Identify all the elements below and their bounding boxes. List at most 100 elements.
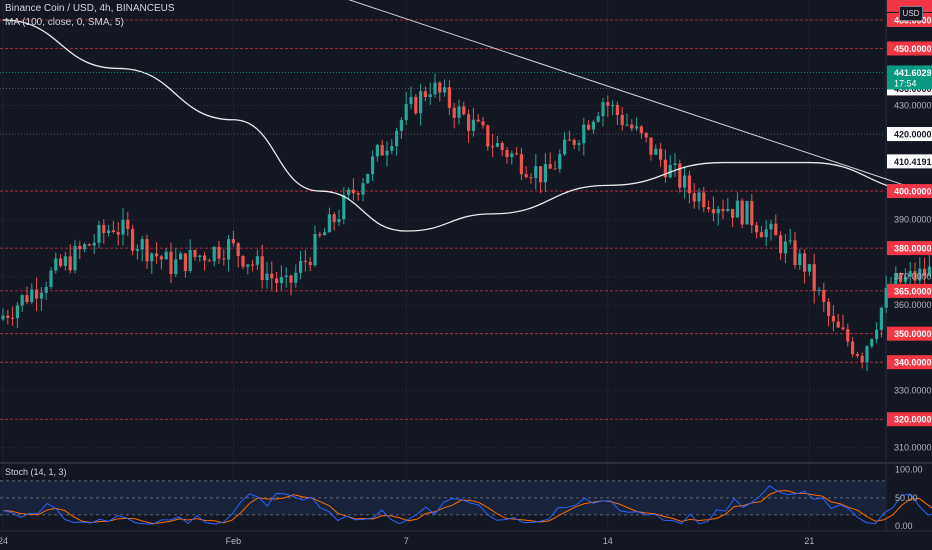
candlesticks [1,73,931,371]
symbol-title: Binance Coin / USD, 4h, BINANCEUS [5,3,175,14]
level-price-tag [887,283,932,298]
currency-button[interactable]: USD [899,6,923,21]
candle-body [553,168,557,170]
stoch-tick-label: 0.00 [895,521,913,531]
candle-body [193,250,197,258]
candle-body [596,116,600,122]
candle-body [457,106,461,118]
candle-body [409,96,413,105]
candle-body [567,139,571,141]
candle-body [327,214,331,233]
time-axis[interactable]: 24Feb71421Mar7142126Apr6 [0,536,932,546]
candle-body [865,346,869,363]
stoch-indicator-label[interactable]: Stoch (14, 1, 3) [5,467,67,477]
time-tick-label: 7 [404,536,409,546]
candle-body [121,219,125,235]
descending-trendline [348,0,932,195]
candle-body [707,207,711,210]
candle-body [731,208,735,218]
candle-body [404,104,408,120]
candle-body [870,339,874,347]
candle-body [587,124,591,130]
candle-body [73,245,77,271]
candle-body [855,354,859,356]
candle-body [313,234,317,266]
candle-body [755,225,759,233]
candle-body [169,251,173,275]
candle-body [265,273,269,280]
level-price-tag [887,412,932,427]
candle-body [841,327,845,330]
candle-body [683,175,687,188]
candle-body [289,275,293,283]
candle-body [30,289,34,302]
candle-body [275,278,279,284]
candle-body [131,228,135,251]
candle-body [918,268,922,281]
stoch-tick-label: 50.00 [895,493,918,503]
candle-body [299,260,303,273]
candle-body [515,153,519,155]
candle-body [644,132,648,138]
candle-body [452,107,456,118]
candle-body [423,91,427,98]
candle-countdown-label: 17:54 [894,78,917,88]
candle-body [827,301,831,316]
candle-body [524,174,528,178]
time-tick-label: 14 [603,536,613,546]
candle-body [673,163,677,166]
candle-body [615,104,619,115]
candle-body [798,253,802,265]
candle-body [102,225,106,234]
candle-body [467,114,471,131]
candle-body [793,240,797,265]
candle-body [6,315,10,318]
candle-body [481,121,485,126]
candle-body [222,258,226,260]
candle-body [337,219,341,222]
candle-body [375,145,379,157]
candle-body [380,145,384,156]
candle-body [97,225,101,243]
level-price-label: 380.0000 [894,244,932,254]
candle-body [927,266,931,277]
price-tick-label: 310.0000 [894,443,932,453]
candle-body [812,264,816,291]
candle-body [323,232,327,236]
candle-body [140,239,144,250]
candle-body [251,264,255,266]
candle-body [25,295,29,302]
candle-body [20,295,24,306]
candle-body [155,253,159,257]
candle-body [318,234,322,236]
candle-body [726,208,730,212]
candle-body [92,242,96,246]
candle-body [659,148,663,160]
candle-body [59,258,63,266]
candle-body [678,163,682,188]
price-tick-label: 330.0000 [894,386,932,396]
candle-body [486,125,490,147]
candle-body [1,315,5,320]
candle-body [611,104,615,106]
candle-body [635,126,639,129]
candle-body [625,124,629,126]
candle-body [851,341,855,355]
drawings [348,0,932,195]
stoch-band [0,480,885,515]
candle-body [899,272,903,283]
candle-body [654,148,658,155]
candle-body [68,256,72,271]
candle-body [342,194,346,220]
candle-body [303,260,307,262]
candle-body [241,255,245,267]
ma-indicator-label[interactable]: MA (100, close, 0, SMA, 5) [5,17,124,28]
candle-body [183,253,187,271]
candle-body [879,307,883,330]
candle-body [159,256,163,260]
candle-body [428,94,432,98]
candle-body [83,244,87,250]
candle-body [620,114,624,126]
candle-body [179,253,183,260]
